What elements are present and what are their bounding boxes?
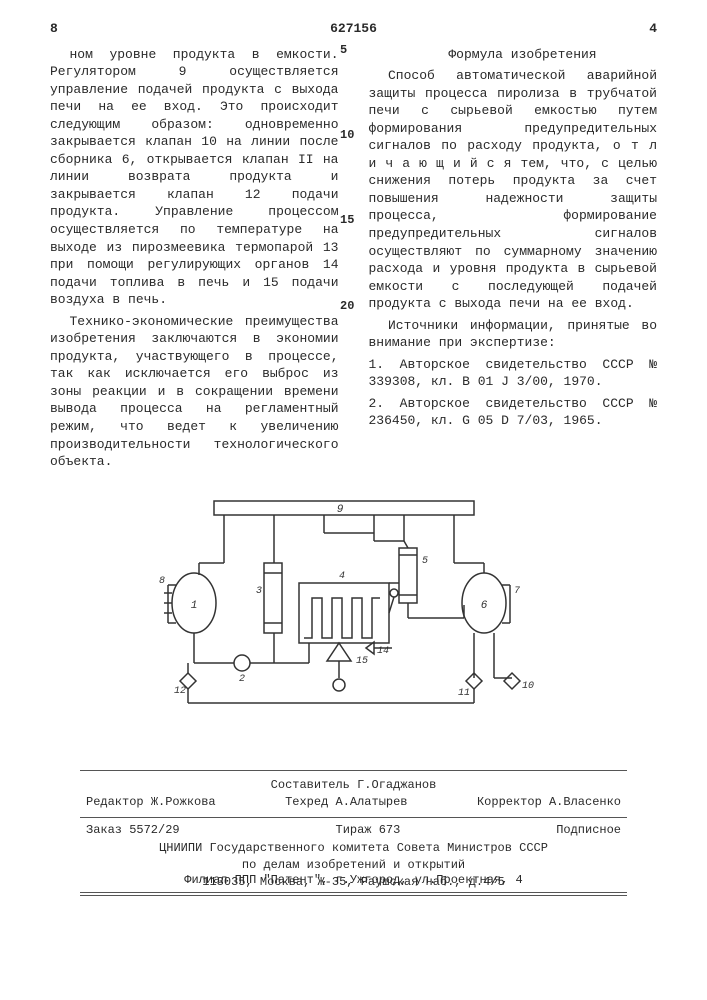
techred-label: Техред	[285, 795, 328, 809]
podpisnoe: Подписное	[556, 822, 621, 839]
claim-title: Формула изобретения	[369, 46, 658, 64]
left-column: ном уровне продукта в емкости. Регулятор…	[50, 46, 339, 475]
corrector-label: Корректор	[477, 795, 542, 809]
document-number: 627156	[330, 20, 377, 38]
svg-text:9: 9	[336, 504, 343, 516]
svg-text:1: 1	[190, 600, 197, 612]
body-paragraph: ном уровне продукта в емкости. Регулятор…	[50, 46, 339, 309]
page-number-left: 8	[50, 20, 58, 38]
svg-text:12: 12	[174, 686, 186, 697]
line-number-gutter: 5 10 15 20	[340, 42, 354, 383]
editor-label: Редактор	[86, 795, 144, 809]
svg-text:6: 6	[480, 600, 487, 612]
right-column: Формула изобретения Способ автоматическо…	[369, 46, 658, 475]
page-number-right: 4	[649, 20, 657, 38]
compiler-label: Составитель	[271, 778, 350, 792]
order-number: Заказ 5572/29	[86, 822, 180, 839]
editor-name: Ж.Рожкова	[151, 795, 216, 809]
svg-text:4: 4	[338, 571, 344, 582]
filial-line: Филиал ППП "Патент", г.Ужгород, ул.Проек…	[80, 872, 627, 893]
svg-text:15: 15	[356, 656, 368, 667]
publisher-org: ЦНИИПИ Государственного комитета Совета …	[80, 840, 627, 857]
svg-text:10: 10	[522, 681, 534, 692]
compiler-name: Г.Огаджанов	[357, 778, 436, 792]
source-item: 1. Авторское свидетельство СССР № 339308…	[369, 356, 658, 391]
svg-text:7: 7	[514, 586, 520, 597]
techred-name: А.Алатырев	[336, 795, 408, 809]
svg-text:11: 11	[458, 688, 470, 699]
tirazh: Тираж 673	[336, 822, 401, 839]
claim-paragraph: Способ автоматической аварийной защиты п…	[369, 67, 658, 313]
sources-title: Источники информации, принятые во вниман…	[369, 317, 658, 352]
svg-text:2: 2	[238, 674, 244, 685]
process-diagram: 9 1 8	[144, 493, 564, 723]
svg-text:3: 3	[256, 586, 262, 597]
corrector-name: А.Власенко	[549, 795, 621, 809]
svg-text:5: 5	[422, 556, 428, 567]
body-paragraph: Технико-экономические преимущества изобр…	[50, 313, 339, 471]
svg-text:8: 8	[159, 576, 165, 587]
source-item: 2. Авторское свидетельство СССР № 236450…	[369, 395, 658, 430]
